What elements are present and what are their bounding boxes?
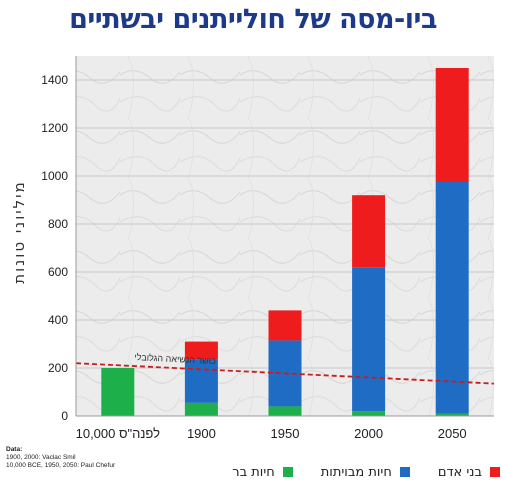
bar-segment [268, 310, 302, 341]
bar-segment [352, 267, 386, 412]
carrying-capacity-line [75, 362, 495, 385]
source-line-2: 10,000 BCE, 1950, 2050: Paul Chefur [6, 462, 116, 469]
legend-swatch [282, 467, 293, 477]
y-tick-label: 1400 [41, 73, 68, 87]
legend-label: חיות מבויתות [320, 464, 392, 480]
page-title: ביו-מסה של חולייתנים יבשתיים [69, 4, 437, 35]
bar-segment [184, 359, 218, 403]
y-tick-label: 400 [48, 313, 68, 327]
source-line-1: 1900, 2000: Vaclac Smil [6, 454, 76, 461]
y-tick-label: 200 [48, 361, 68, 375]
bar-segment [435, 413, 469, 416]
x-tick-label: 1950 [271, 426, 300, 441]
legend: בני אדם חיות מבויתות חיות בר [180, 462, 500, 482]
y-tick-label: 1000 [41, 169, 68, 183]
trend-line-group: כושר הנשיאה הגלובלי [75, 352, 495, 385]
bar-segment [352, 195, 386, 268]
y-axis-label: מיליוני טונות [10, 180, 28, 283]
x-tick-label: 1900 [187, 426, 216, 441]
legend-label: בני אדם [437, 464, 482, 480]
bar-segment [268, 406, 302, 416]
x-tick-label: 2050 [438, 426, 467, 441]
legend-label: חיות בר [232, 464, 275, 480]
carrying-capacity-label: כושר הנשיאה הגלובלי [134, 352, 216, 366]
x-tick-label: 10,000 לפנה"ס [76, 426, 160, 441]
bar-segment [184, 341, 218, 360]
bar-segment [435, 182, 469, 414]
y-tick-label: 0 [61, 409, 68, 423]
x-tick-label: 2000 [354, 426, 383, 441]
y-tick-label: 600 [48, 265, 68, 279]
bar-segment [184, 402, 218, 416]
y-tick-label: 1200 [41, 121, 68, 135]
bar-segment [435, 68, 469, 182]
legend-item: חיות מבויתות [321, 465, 410, 480]
bar-segment [101, 368, 135, 416]
legend-swatch [399, 467, 410, 477]
axes: 0 200 400 600 800 1000 1200 1400 10,000 לפנה"ס 19… [41, 56, 494, 441]
legend-item: חיות בר [232, 464, 293, 480]
source-title: Data: [6, 446, 23, 453]
bar-segment [352, 411, 386, 416]
data-source: Data: 1900, 2000: Vaclac Smil 10,000 BCE… [6, 446, 115, 470]
bars [101, 68, 469, 416]
y-tick-label: 800 [48, 217, 68, 231]
legend-item: בני אדם [438, 465, 500, 480]
legend-swatch [490, 467, 500, 477]
